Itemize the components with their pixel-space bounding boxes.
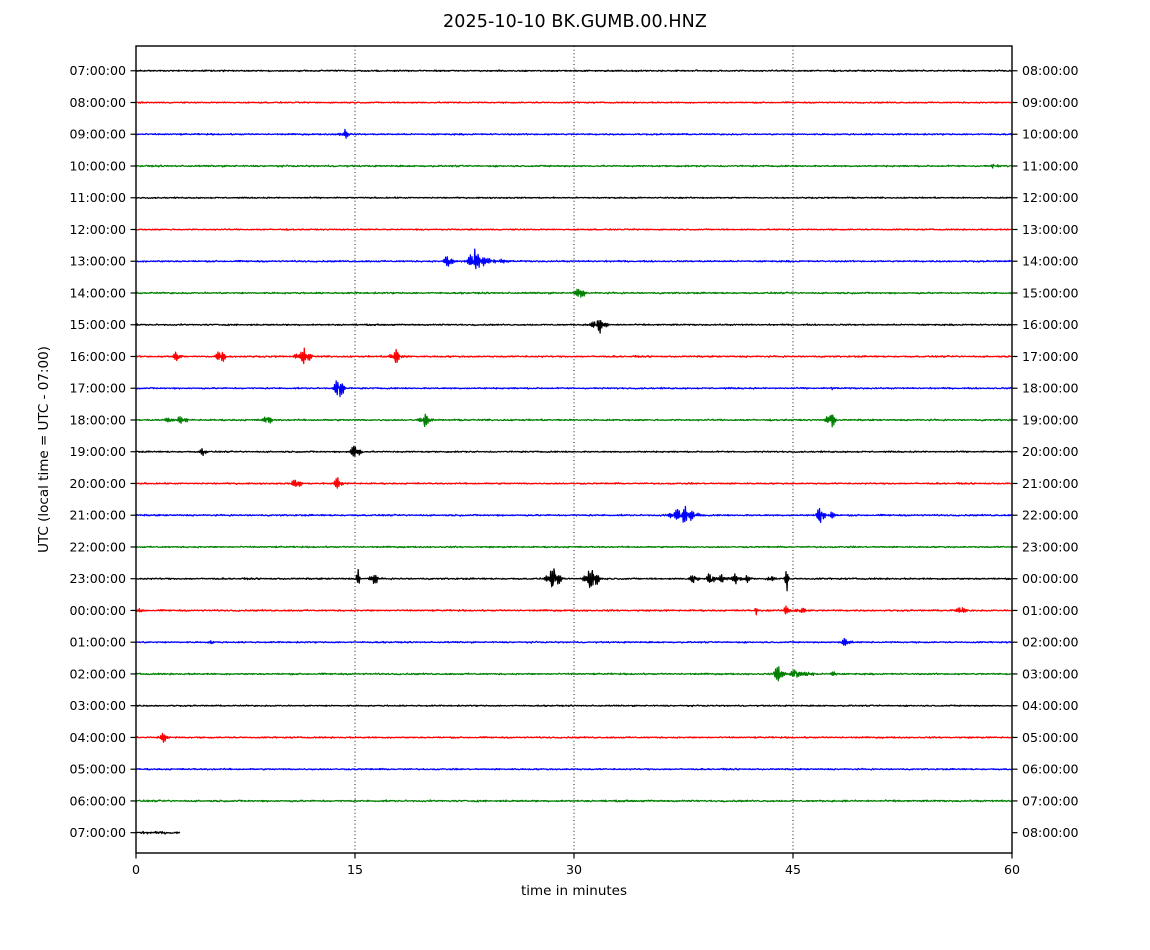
axis-ticks [130,70,1018,859]
y-tick-label-left-5: 12:00:00 [69,222,126,237]
y-tick-label-left-4: 11:00:00 [69,190,126,205]
y-tick-label-left-20: 03:00:00 [69,698,126,713]
y-tick-label-right-9: 17:00:00 [1022,349,1079,364]
y-tick-label-right-19: 03:00:00 [1022,666,1079,681]
trace-140000 [135,288,1013,298]
trace-080000 [135,101,1013,104]
y-tick-label-left-1: 08:00:00 [69,95,126,110]
trace-070000 [135,69,1013,73]
x-tick-label-3: 45 [785,862,801,877]
x-tick-label-1: 15 [347,862,363,877]
y-tick-label-left-17: 00:00:00 [69,603,126,618]
y-tick-label-right-20: 04:00:00 [1022,698,1079,713]
trace-070000 [135,830,181,835]
trace-060000 [135,799,1013,803]
trace-040000 [135,732,1013,743]
trace-090000 [135,128,1013,139]
y-tick-label-left-24: 07:00:00 [69,825,126,840]
y-tick-label-right-17: 01:00:00 [1022,603,1079,618]
y-tick-label-left-10: 17:00:00 [69,381,126,396]
y-tick-label-left-11: 18:00:00 [69,412,126,427]
page-title: 2025-10-10 BK.GUMB.00.HNZ [443,12,707,32]
y-tick-label-left-8: 15:00:00 [69,317,126,332]
trace-120000 [135,228,1013,231]
trace-050000 [135,767,1013,771]
y-tick-label-left-14: 21:00:00 [69,508,126,523]
trace-030000 [135,704,1013,708]
y-tick-label-right-2: 10:00:00 [1022,127,1079,142]
x-tick-label-4: 60 [1004,862,1020,877]
y-tick-label-left-23: 06:00:00 [69,793,126,808]
y-tick-label-left-2: 09:00:00 [69,127,126,142]
y-tick-label-left-9: 16:00:00 [69,349,126,364]
y-tick-label-left-6: 13:00:00 [69,254,126,269]
y-axis-title: UTC (local time = UTC - 07:00) [36,346,52,553]
trace-230000 [135,568,1013,592]
trace-160000 [135,347,1013,365]
y-tick-label-right-16: 00:00:00 [1022,571,1079,586]
y-tick-label-left-15: 22:00:00 [69,539,126,554]
y-tick-label-left-7: 14:00:00 [69,285,126,300]
trace-100000 [135,163,1013,169]
y-tick-label-left-13: 20:00:00 [69,476,126,491]
y-tick-label-left-16: 23:00:00 [69,571,126,586]
y-tick-label-left-22: 05:00:00 [69,762,126,777]
trace-200000 [135,476,1013,489]
trace-150000 [135,319,1013,334]
y-tick-label-left-3: 10:00:00 [69,158,126,173]
trace-170000 [135,380,1013,398]
x-axis-title: time in minutes [521,883,627,899]
y-tick-label-right-4: 12:00:00 [1022,190,1079,205]
y-tick-label-right-7: 15:00:00 [1022,285,1079,300]
trace-190000 [135,445,1013,457]
y-tick-label-right-23: 07:00:00 [1022,793,1079,808]
y-tick-label-right-14: 22:00:00 [1022,508,1079,523]
trace-010000 [135,637,1013,646]
x-tick-label-2: 30 [566,862,582,877]
trace-110000 [135,196,1013,200]
y-tick-label-right-1: 09:00:00 [1022,95,1079,110]
trace-130000 [135,248,1013,270]
y-tick-label-right-18: 02:00:00 [1022,635,1079,650]
y-tick-label-right-22: 06:00:00 [1022,762,1079,777]
trace-180000 [135,413,1013,428]
trace-220000 [135,545,1013,549]
axis-labels: 07:00:00 08:00:00 09:00:00 10:00:00 11:00:00… [36,63,1079,899]
y-tick-label-right-5: 13:00:00 [1022,222,1079,237]
y-tick-label-right-3: 11:00:00 [1022,158,1079,173]
trace-020000 [135,666,1013,682]
y-tick-label-left-19: 02:00:00 [69,666,126,681]
seismic-traces [135,69,1013,835]
y-tick-label-right-24: 08:00:00 [1022,825,1079,840]
y-tick-label-left-18: 01:00:00 [69,635,126,650]
y-tick-label-left-21: 04:00:00 [69,730,126,745]
y-tick-label-right-21: 05:00:00 [1022,730,1079,745]
y-tick-label-right-12: 20:00:00 [1022,444,1079,459]
y-tick-label-right-11: 19:00:00 [1022,412,1079,427]
x-tick-label-0: 0 [132,862,140,877]
y-tick-label-right-10: 18:00:00 [1022,381,1079,396]
trace-000000 [135,605,1013,616]
y-tick-label-right-8: 16:00:00 [1022,317,1079,332]
trace-210000 [135,505,1013,523]
y-tick-label-right-6: 14:00:00 [1022,254,1079,269]
y-tick-label-right-0: 08:00:00 [1022,63,1079,78]
y-tick-label-left-0: 07:00:00 [69,63,126,78]
y-tick-label-left-12: 19:00:00 [69,444,126,459]
y-tick-label-right-15: 23:00:00 [1022,539,1079,554]
y-tick-label-right-13: 21:00:00 [1022,476,1079,491]
